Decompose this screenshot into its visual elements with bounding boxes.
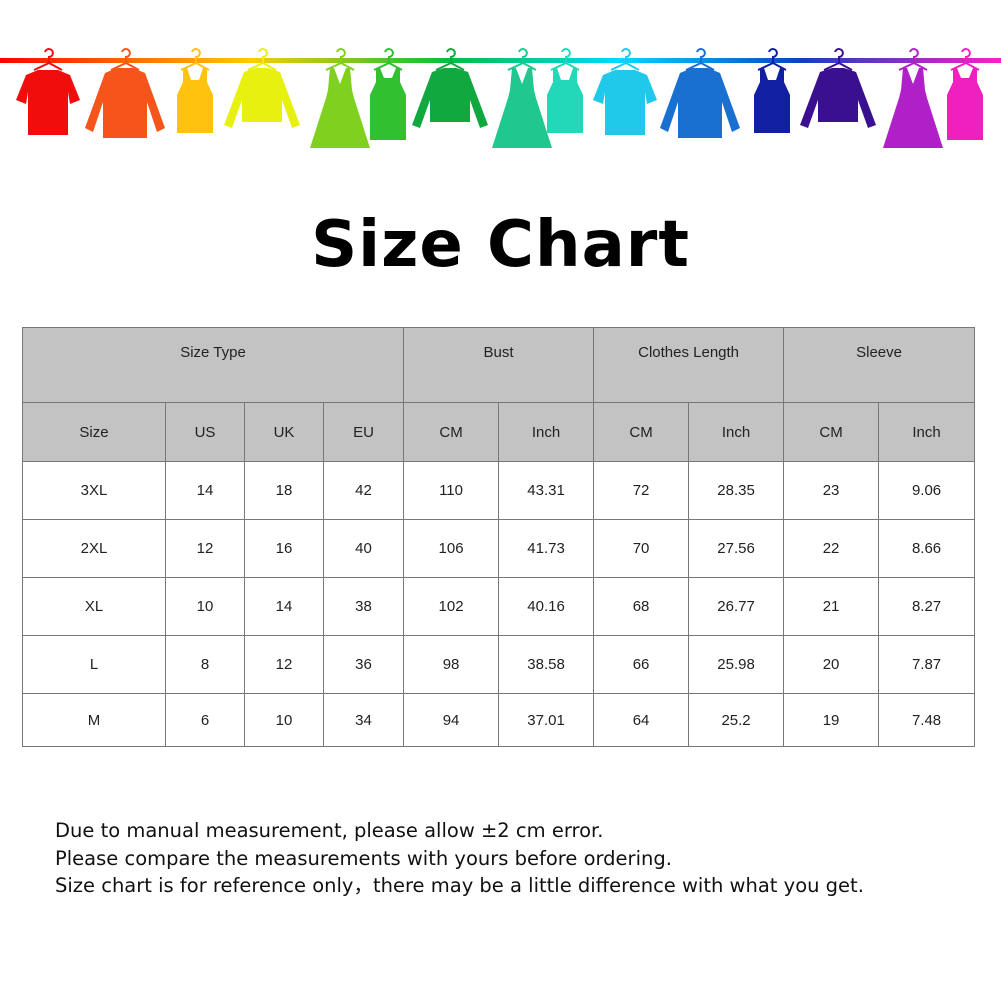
clothes-rail: [0, 58, 1001, 63]
column-header: CM: [403, 402, 500, 462]
table-cell: M: [22, 693, 166, 747]
table-cell: 23: [783, 461, 880, 520]
table-cell: 9.06: [878, 461, 976, 520]
table-cell: 10: [165, 577, 245, 636]
table-cell: 14: [244, 577, 324, 636]
column-header: Size: [22, 402, 166, 462]
shirt-icon: [85, 48, 165, 138]
column-header: UK: [244, 402, 324, 462]
group-header: Size Type: [21, 327, 405, 403]
table-cell: 28.35: [688, 461, 785, 520]
table-cell: 94: [403, 693, 500, 747]
table-cell: 22: [783, 519, 880, 578]
sweater-icon: [224, 48, 300, 128]
table-cell: 110: [403, 461, 500, 520]
table-cell: 64: [593, 693, 690, 747]
tshirt-icon: [593, 48, 657, 135]
page-title: Size Chart: [311, 208, 690, 282]
table-cell: 41.73: [498, 519, 595, 578]
table-cell: 2XL: [22, 519, 166, 578]
group-header: Clothes Length: [593, 327, 785, 403]
tank-top-icon: [754, 48, 790, 133]
table-cell: 12: [165, 519, 245, 578]
belted-tank-icon: [947, 48, 983, 140]
table-cell: 8.66: [878, 519, 976, 578]
note-line: Size chart is for reference only，there m…: [55, 874, 864, 897]
table-cell: 16: [244, 519, 324, 578]
table-cell: 43.31: [498, 461, 595, 520]
sweater-icon: [412, 48, 488, 128]
column-header: CM: [783, 402, 880, 462]
table-cell: 6: [165, 693, 245, 747]
table-row: L 8 12 36 98 38.58 66 25.98 20 7.87: [22, 635, 976, 694]
notes: Due to manual measurement, please allow …: [55, 817, 864, 900]
group-header: Bust: [403, 327, 595, 403]
dress-icon: [310, 48, 370, 148]
table-cell: 37.01: [498, 693, 595, 747]
table-cell: 40.16: [498, 577, 595, 636]
belted-tank-icon: [370, 48, 406, 140]
table-cell: 102: [403, 577, 500, 636]
table-cell: XL: [22, 577, 166, 636]
table-cell: 36: [322, 635, 405, 694]
note-line: Due to manual measurement, please allow …: [55, 819, 604, 842]
table-cell: 8.27: [878, 577, 976, 636]
column-header: US: [165, 402, 245, 462]
table-row: 2XL 12 16 40 106 41.73 70 27.56 22 8.66: [22, 519, 976, 578]
table-cell: 8: [165, 635, 245, 694]
column-header: Inch: [878, 402, 976, 462]
table-cell: L: [22, 635, 166, 694]
tank-top-icon: [547, 48, 583, 133]
table-cell: 26.77: [688, 577, 785, 636]
table-cell: 38: [322, 577, 405, 636]
tshirt-icon: [16, 48, 80, 135]
table-cell: 72: [593, 461, 690, 520]
table-cell: 38.58: [498, 635, 595, 694]
table-row: 3XL 14 18 42 110 43.31 72 28.35 23 9.06: [22, 461, 976, 520]
table-cell: 3XL: [22, 461, 166, 520]
column-header: Inch: [498, 402, 595, 462]
note-line: Please compare the measurements with you…: [55, 846, 672, 870]
table-cell: 27.56: [688, 519, 785, 578]
column-header: Inch: [688, 402, 785, 462]
table-cell: 21: [783, 577, 880, 636]
table-cell: 14: [165, 461, 245, 520]
table-cell: 68: [593, 577, 690, 636]
clothes-rack-banner: [0, 48, 1001, 148]
size-table: Size Type Bust Clothes Length Sleeve Siz…: [21, 327, 976, 747]
table-cell: 10: [244, 693, 324, 747]
table-cell: 42: [322, 461, 405, 520]
tank-top-icon: [177, 48, 213, 133]
table-cell: 18: [244, 461, 324, 520]
dress-icon: [883, 48, 943, 148]
table-cell: 106: [403, 519, 500, 578]
shirt-icon: [660, 48, 740, 138]
table-cell: 7.87: [878, 635, 976, 694]
table-cell: 7.48: [878, 693, 976, 747]
table-cell: 20: [783, 635, 880, 694]
sweater-icon: [800, 48, 876, 128]
table-cell: 66: [593, 635, 690, 694]
table-cell: 25.98: [688, 635, 785, 694]
table-row: XL 10 14 38 102 40.16 68 26.77 21 8.27: [22, 577, 976, 636]
table-cell: 12: [244, 635, 324, 694]
column-header: EU: [322, 402, 405, 462]
dress-icon: [492, 48, 552, 148]
table-cell: 70: [593, 519, 690, 578]
table-row: M 6 10 34 94 37.01 64 25.2 19 7.48: [22, 693, 976, 747]
table-cell: 98: [403, 635, 500, 694]
table-cell: 40: [322, 519, 405, 578]
table-cell: 19: [783, 693, 880, 747]
table-cell: 25.2: [688, 693, 785, 747]
table-cell: 34: [322, 693, 405, 747]
column-header: CM: [593, 402, 690, 462]
group-header: Sleeve: [783, 327, 976, 403]
